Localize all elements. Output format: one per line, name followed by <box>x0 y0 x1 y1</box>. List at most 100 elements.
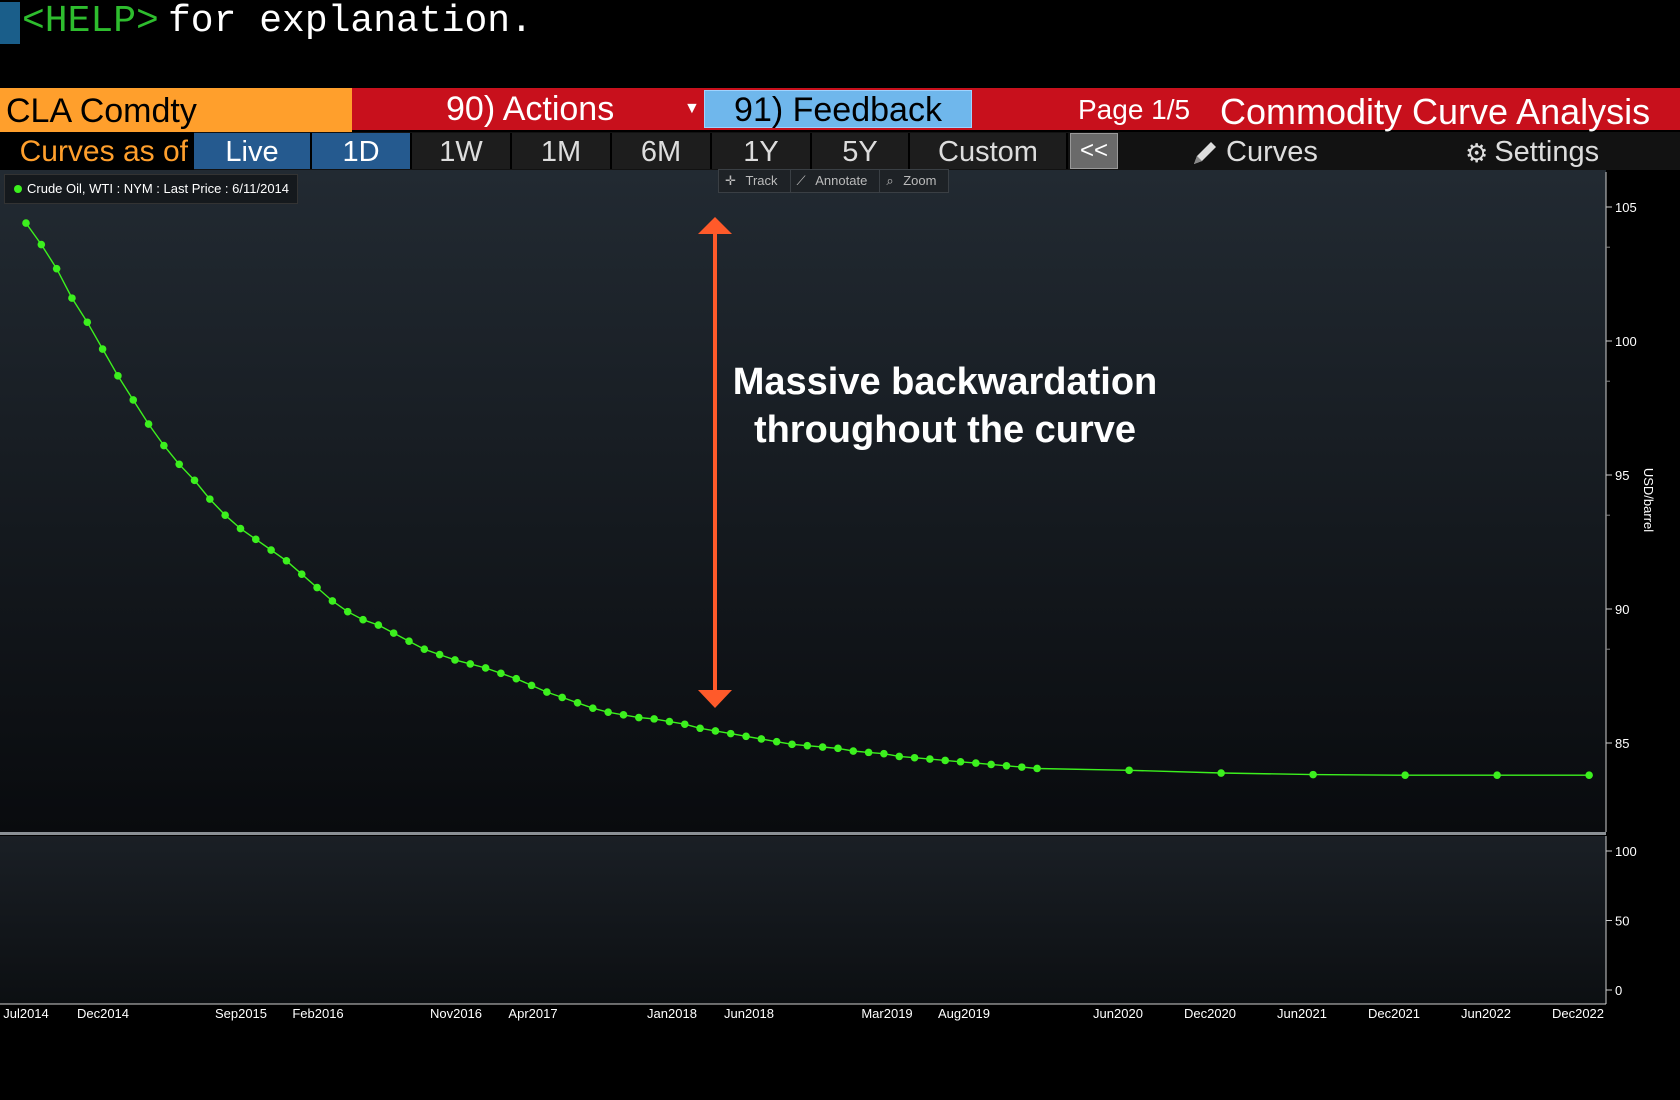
x-tick-label: Jun2021 <box>1277 1006 1327 1021</box>
actions-menu-button[interactable]: 90) Actions ▼ <box>352 88 702 130</box>
tab-1w[interactable]: 1W <box>412 133 512 169</box>
data-point <box>987 760 995 769</box>
data-point <box>190 476 199 485</box>
data-point <box>512 674 521 683</box>
tab-custom[interactable]: Custom <box>910 133 1068 169</box>
curves-button[interactable]: Curves <box>1190 132 1318 170</box>
data-point <box>910 753 919 762</box>
tab-live[interactable]: Live <box>194 133 312 169</box>
annotate-tool[interactable]: ⟋ Annotate <box>791 170 881 192</box>
data-point <box>1033 764 1041 773</box>
data-point <box>941 756 949 765</box>
tab-1y[interactable]: 1Y <box>712 133 812 169</box>
actions-label: 90) Actions <box>446 90 615 128</box>
data-point <box>83 318 92 327</box>
zoom-tool[interactable]: ⌕ Zoom <box>880 170 948 192</box>
x-tick-label: Dec2021 <box>1368 1006 1420 1021</box>
tab-6m[interactable]: 6M <box>612 133 712 169</box>
gear-icon: ⚙ <box>1465 138 1489 169</box>
data-point <box>297 570 306 578</box>
y-axis-title: USD/barrel <box>1641 468 1656 532</box>
data-point <box>818 743 827 751</box>
data-point <box>880 749 888 758</box>
annotation-line-2: throughout the curve <box>753 409 1137 451</box>
annotate-label: Annotate <box>815 173 868 188</box>
data-point <box>1125 766 1133 775</box>
data-point <box>374 621 383 629</box>
dropdown-arrow-icon: ▼ <box>684 100 700 117</box>
track-tool[interactable]: ✛ Track <box>719 170 791 192</box>
data-point <box>22 219 30 227</box>
x-tick-label: Mar2019 <box>861 1006 912 1021</box>
x-tick-label: Jan2018 <box>647 1006 697 1021</box>
data-point <box>803 741 812 750</box>
settings-button[interactable]: ⚙ Settings <box>1465 132 1599 170</box>
x-tick-label: Jul2014 <box>3 1006 49 1021</box>
data-point <box>435 650 444 659</box>
page-indicator: Page 1/5 <box>1078 94 1191 125</box>
data-point <box>895 752 904 761</box>
data-point <box>696 724 704 733</box>
data-point <box>313 583 321 592</box>
data-point <box>160 441 168 450</box>
data-point <box>788 740 796 749</box>
data-point <box>711 727 720 735</box>
data-point <box>726 729 735 738</box>
data-point <box>619 711 628 719</box>
x-tick-label: Jun2022 <box>1461 1006 1511 1021</box>
legend-color-dot <box>14 185 22 193</box>
data-point <box>37 240 46 249</box>
main-plot-area[interactable] <box>0 170 1606 832</box>
x-tick-label: Dec2020 <box>1184 1006 1236 1021</box>
data-point <box>1493 771 1501 779</box>
data-point <box>864 748 873 757</box>
data-point <box>68 294 76 302</box>
y-tick-label: 105 <box>1615 200 1637 215</box>
function-title: Commodity Curve Analysis <box>1220 91 1651 132</box>
x-tick-label: Dec2022 <box>1552 1006 1604 1021</box>
data-point <box>527 681 536 690</box>
legend-label: Crude Oil, WTI : NYM : Last Price : 6/11… <box>27 181 290 196</box>
data-point <box>282 556 291 565</box>
data-point <box>420 645 429 653</box>
curves-as-of-label: Curves as of <box>0 132 194 170</box>
sub-plot-area[interactable] <box>0 836 1606 1004</box>
annotation-arrow <box>698 217 732 708</box>
data-point <box>1002 761 1011 770</box>
data-point <box>267 546 275 554</box>
data-point <box>389 629 398 637</box>
security-ticker[interactable]: CLA Comdty <box>0 88 352 132</box>
data-point <box>543 688 551 696</box>
feedback-button[interactable]: 91) Feedback <box>704 90 972 129</box>
arrow-head-up <box>698 217 732 234</box>
data-point <box>252 535 260 544</box>
data-point <box>175 460 183 469</box>
data-point <box>926 755 934 763</box>
y-axis: 85 90 95 100 105 <box>1605 172 1637 832</box>
chart-legend[interactable]: Crude Oil, WTI : NYM : Last Price : 6/11… <box>4 174 299 204</box>
data-point <box>772 737 781 746</box>
data-point <box>206 495 214 503</box>
panel-divider[interactable] <box>0 832 1606 835</box>
data-point <box>650 715 658 723</box>
data-point <box>98 345 107 353</box>
data-point <box>1585 771 1593 779</box>
command-line[interactable]: <HELP> for explanation. <box>0 0 1680 48</box>
tab-1d[interactable]: 1D <box>312 133 412 169</box>
data-point <box>52 264 61 273</box>
arrow-head-down <box>698 690 732 708</box>
data-point <box>680 720 689 729</box>
y-tick-label: 85 <box>1615 736 1629 751</box>
data-point <box>144 420 153 428</box>
data-point <box>359 615 367 624</box>
data-point <box>742 732 750 741</box>
data-point <box>665 717 674 726</box>
data-point <box>635 713 643 722</box>
tab-1m[interactable]: 1M <box>512 133 612 169</box>
y-tick-label: 95 <box>1615 468 1629 483</box>
data-point <box>956 757 965 766</box>
chart-toolstrip: ✛ Track ⟋ Annotate ⌕ Zoom <box>718 169 950 193</box>
tab-5y[interactable]: 5Y <box>812 133 910 169</box>
collapse-button[interactable]: << <box>1070 133 1118 169</box>
data-point <box>1018 763 1026 771</box>
